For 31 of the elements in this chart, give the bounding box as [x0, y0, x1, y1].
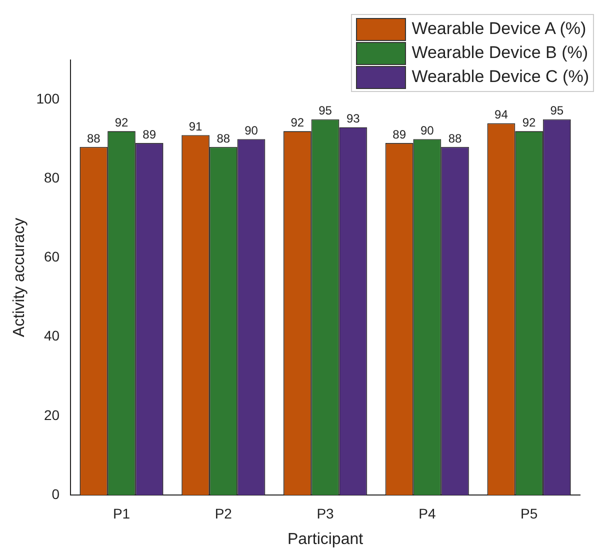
data-label: 91: [188, 119, 203, 134]
data-label: 89: [392, 127, 406, 142]
data-label: 90: [420, 123, 434, 138]
y-axis-title: Activity accuracy: [11, 218, 28, 338]
y-tick-label: 80: [44, 169, 60, 186]
x-tick-label: P3: [316, 505, 334, 522]
legend-label: Wearable Device B (%): [412, 43, 588, 63]
x-tick-label: P2: [214, 505, 232, 522]
data-label: 88: [448, 131, 462, 146]
legend-label: Wearable Device A (%): [412, 19, 586, 39]
y-tick-label: 0: [52, 486, 60, 502]
data-label: 94: [494, 108, 508, 122]
data-label: 92: [114, 115, 128, 130]
x-axis-title: Participant: [287, 530, 364, 548]
data-label: 92: [522, 115, 536, 130]
y-tick-label: 40: [44, 328, 60, 344]
y-tick-label: 100: [36, 90, 60, 106]
x-tick-label: P4: [418, 505, 436, 522]
data-label: 95: [318, 104, 332, 118]
x-tick-label: P1: [112, 505, 130, 522]
data-label: 88: [216, 131, 230, 146]
data-label: 93: [346, 112, 360, 126]
legend-label: Wearable Device C (%): [412, 67, 589, 87]
y-tick-label: 60: [44, 248, 60, 265]
data-label: 90: [244, 123, 258, 138]
data-label: 89: [142, 127, 156, 142]
data-label: 92: [290, 115, 304, 130]
data-label: 88: [86, 131, 101, 146]
data-label: 95: [550, 104, 564, 118]
x-tick-label: P5: [520, 505, 538, 522]
y-tick-label: 20: [44, 406, 60, 423]
